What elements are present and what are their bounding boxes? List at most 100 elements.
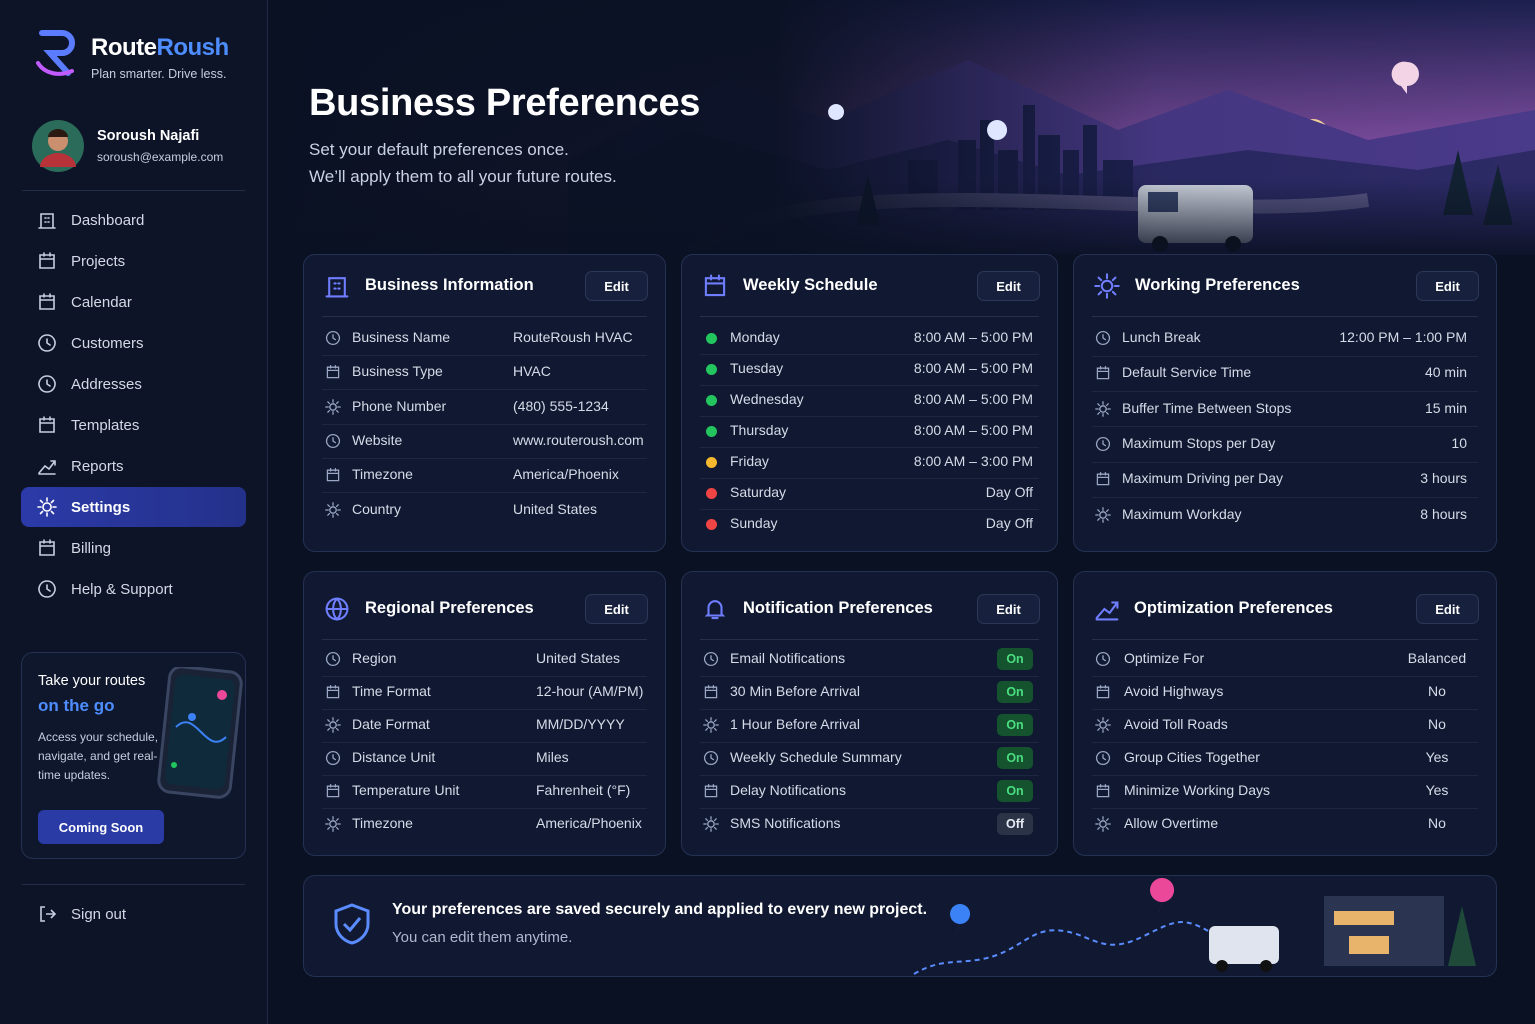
edit-button[interactable]: Edit: [585, 271, 648, 301]
row-label: Temperature Unit: [352, 782, 460, 798]
row-label: Time Format: [352, 683, 431, 699]
preference-card: Weekly Schedule Edit Monday 8:00 AM – 5:00 …: [681, 254, 1058, 552]
nav-icon: [38, 334, 56, 352]
row-label: SMS Notifications: [730, 815, 841, 831]
row-divider: [322, 741, 647, 743]
sign-out-icon: [40, 906, 57, 922]
nav-item[interactable]: Billing: [71, 539, 112, 557]
nav-item[interactable]: Projects: [71, 252, 126, 270]
divider: [1092, 316, 1478, 317]
row-divider: [700, 675, 1039, 677]
logo-icon: [36, 30, 75, 76]
row-label: Weekly Schedule Summary: [730, 749, 902, 765]
status-badge: On: [997, 780, 1033, 802]
status-badge: On: [997, 714, 1033, 736]
card-icon: [704, 274, 726, 297]
row-label: Maximum Stops per Day: [1122, 434, 1276, 451]
sign-out[interactable]: Sign out: [71, 905, 127, 923]
row-value: HVAC: [513, 363, 551, 380]
row-icon: [1095, 651, 1111, 667]
row-icon: [1095, 400, 1111, 417]
row-divider: [1092, 708, 1478, 710]
divider: [1092, 639, 1478, 640]
row-icon: [1095, 816, 1111, 832]
row-value: 8:00 AM – 3:00 PM: [913, 453, 1033, 469]
nav-item[interactable]: Settings: [21, 487, 246, 527]
row-value: Day Off: [985, 515, 1033, 531]
coming-soon-button[interactable]: Coming Soon: [38, 810, 164, 844]
nav-icon: [38, 460, 56, 475]
row-label: Distance Unit: [352, 749, 436, 765]
row-value: 8:00 AM – 5:00 PM: [913, 360, 1033, 376]
nav-item[interactable]: Customers: [71, 334, 144, 352]
row-icon: [325, 717, 341, 733]
row-divider: [322, 355, 647, 357]
edit-button[interactable]: Edit: [1416, 271, 1479, 301]
user-name: Soroush Najafi: [97, 128, 200, 144]
row-divider: [700, 807, 1039, 809]
status-dot: [706, 364, 717, 375]
card-icon: [325, 277, 349, 298]
card-icon: [704, 600, 726, 620]
nav-item[interactable]: Calendar: [71, 293, 132, 311]
row-divider: [322, 458, 647, 460]
row-label: Monday: [730, 329, 780, 345]
row-label: Phone Number: [352, 397, 447, 414]
card-title: Working Preferences: [1135, 276, 1300, 294]
status-badge: On: [997, 747, 1033, 769]
row-icon: [703, 816, 719, 832]
row-icon: [703, 717, 719, 733]
edit-button[interactable]: Edit: [585, 594, 648, 624]
row-label: Timezone: [352, 466, 413, 483]
preference-card: Regional Preferences Edit Region United Sta…: [303, 571, 666, 856]
promo-card: Take your routes on the go Access your s…: [21, 652, 246, 859]
row-icon: [1095, 330, 1111, 346]
nav-item[interactable]: Reports: [71, 457, 124, 475]
row-value: No: [1428, 716, 1446, 732]
row-icon: [326, 468, 340, 482]
row-divider: [1092, 426, 1478, 428]
row-divider: [1092, 355, 1478, 357]
row-icon: [703, 651, 719, 667]
row-value: Yes: [1425, 749, 1449, 765]
row-divider: [322, 708, 647, 710]
row-icon: [704, 783, 718, 798]
row-icon: [1096, 684, 1110, 699]
edit-label: Edit: [1435, 278, 1460, 294]
nav-item[interactable]: Templates: [71, 416, 140, 434]
row-icon: [326, 684, 340, 699]
nav-item[interactable]: Dashboard: [71, 211, 145, 229]
nav-item[interactable]: Addresses: [71, 375, 142, 393]
sidebar: RouteRoush Plan smarter. Drive less. Sor…: [0, 0, 268, 1024]
edit-button[interactable]: Edit: [977, 594, 1040, 624]
preference-card: Working Preferences Edit Lunch Break 12:00 …: [1073, 254, 1497, 552]
row-icon: [1095, 436, 1111, 451]
card-icon: [1095, 601, 1119, 621]
nav-item[interactable]: Help & Support: [71, 580, 173, 598]
row-divider: [700, 708, 1039, 710]
row-divider: [1092, 461, 1478, 463]
row-label: Lunch Break: [1122, 329, 1201, 345]
nav-icon: [39, 293, 55, 310]
status-dot: [706, 519, 717, 530]
status-dot: [706, 457, 717, 468]
promo-text: Access your schedule, navigate, and get …: [38, 730, 159, 782]
shield-icon: [334, 903, 370, 945]
nav-icon: [38, 213, 56, 229]
nav-icon: [39, 252, 55, 269]
edit-label: Edit: [604, 278, 629, 294]
page-subtitle: Set your default preferences once.: [309, 140, 569, 159]
row-divider: [1092, 807, 1478, 809]
card-icon: [1094, 273, 1120, 299]
row-value: RouteRoush HVAC: [513, 329, 633, 345]
row-icon: [1095, 717, 1111, 733]
edit-button[interactable]: Edit: [1416, 594, 1479, 624]
row-value: 15 min: [1424, 399, 1467, 416]
status-badge: Off: [997, 813, 1033, 835]
row-value: Fahrenheit (°F): [536, 782, 631, 798]
row-label: Date Format: [352, 716, 430, 732]
footer-text: You can edit them anytime.: [392, 929, 573, 946]
row-label: Business Name: [352, 329, 451, 345]
edit-button[interactable]: Edit: [977, 271, 1040, 301]
row-divider: [322, 774, 647, 776]
